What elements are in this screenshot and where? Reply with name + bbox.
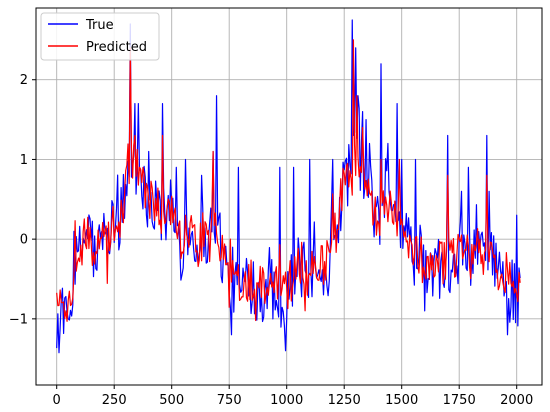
series-line-predicted	[56, 39, 521, 322]
x-tick-label: 750	[217, 393, 242, 408]
y-tick-label: 1	[20, 153, 28, 168]
x-tick-label: 1000	[270, 393, 303, 408]
x-tick-label: 0	[53, 393, 61, 408]
series-layer	[56, 19, 521, 354]
y-tick-label: 0	[20, 233, 28, 248]
x-tick-label: 1500	[385, 393, 418, 408]
x-tick-label: 1750	[443, 393, 476, 408]
y-tick-label: −1	[9, 312, 28, 327]
x-tick-label: 500	[159, 393, 184, 408]
axis-ticks: 0 250 500 750 1000 1250 1500 1750 2000 −1 0 1 2	[9, 73, 533, 408]
legend-label-true: True	[85, 18, 114, 33]
x-tick-label: 1250	[328, 393, 361, 408]
axes-frame	[35, 7, 543, 386]
x-tick-label: 250	[102, 393, 127, 408]
y-tick-label: 2	[20, 73, 28, 88]
legend-label-predicted: Predicted	[86, 40, 147, 55]
x-tick-label: 2000	[500, 393, 533, 408]
plot-background	[36, 8, 542, 385]
legend: True Predicted	[40, 12, 160, 61]
